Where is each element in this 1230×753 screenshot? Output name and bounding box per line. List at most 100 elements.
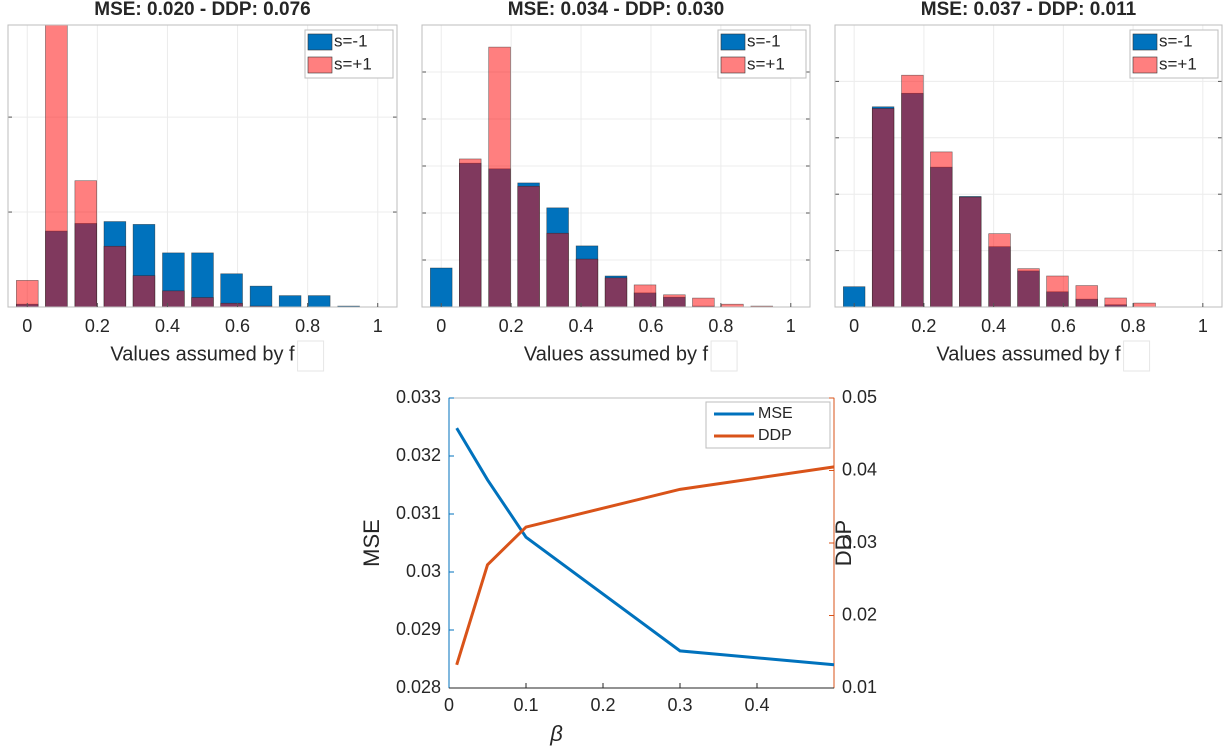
bar [1075, 285, 1098, 307]
y-tick-label: 0.028 [396, 677, 441, 697]
y2-tick-label: 0.05 [842, 387, 877, 407]
x-axis-label: Values assumed by f [524, 343, 709, 365]
bar [843, 286, 866, 307]
legend-label: s=-1 [747, 31, 781, 50]
x-tick-label: 0.8 [708, 316, 733, 336]
y2-tick-label: 0.01 [842, 677, 877, 697]
x-tick-label: 0.8 [295, 316, 320, 336]
chart-title: MSE: 0.034 - DDP: 0.030 [508, 0, 724, 20]
x-tick-label: 0.6 [1051, 316, 1076, 336]
y2-axis-label: DDP [831, 520, 856, 566]
legend-label: DDP [758, 427, 792, 444]
legend-label: s=-1 [1159, 31, 1193, 50]
bar [633, 284, 657, 307]
x-tick-label: 0.2 [499, 316, 524, 336]
x-tick-label: 0.4 [981, 316, 1006, 336]
y-tick-label: 0.031 [396, 503, 441, 523]
bar [517, 185, 540, 307]
x-tick-label: 0 [849, 316, 859, 336]
legend-label: s=+1 [1159, 54, 1197, 73]
legend-label: MSE [758, 405, 793, 422]
bar [959, 196, 982, 307]
bar [103, 245, 127, 307]
bar [692, 297, 715, 307]
x-tick-label: 0.2 [911, 316, 936, 336]
x-axis-label: β [549, 721, 563, 746]
bar [16, 280, 39, 307]
x-tick-label: 0 [22, 316, 32, 336]
label-box [1123, 340, 1151, 372]
x-tick-label: 0.4 [155, 316, 180, 336]
legend-label: s=+1 [747, 54, 785, 73]
x-tick-label: 0.2 [85, 316, 110, 336]
bar [663, 294, 686, 307]
x-tick-label: 1 [373, 316, 383, 336]
bar [575, 258, 599, 307]
legend-swatch [720, 33, 746, 51]
bars [430, 46, 773, 307]
bar [162, 290, 185, 307]
bar [1104, 297, 1127, 307]
bar [1133, 302, 1156, 307]
bar [132, 275, 156, 307]
bar [1017, 268, 1040, 307]
legend-swatch [720, 56, 746, 74]
y-tick-label: 0.029 [396, 619, 441, 639]
legend-swatch [1132, 33, 1158, 51]
y2-tick-label: 0.03 [842, 532, 877, 552]
label-box [710, 340, 738, 372]
axes-box [421, 24, 811, 308]
legend-swatch [1132, 56, 1158, 74]
line [455, 465, 835, 666]
x-tick-label: 0.8 [1121, 316, 1146, 336]
x-tick-label: 0.6 [225, 316, 250, 336]
axes-box [834, 24, 1223, 308]
x-tick-label: 0.3 [667, 695, 692, 715]
legend-label: s=-1 [334, 31, 368, 50]
bar [249, 285, 273, 307]
x-axis-label: Values assumed by f [936, 343, 1121, 365]
x-tick-label: 0 [444, 695, 454, 715]
y-axis-label: MSE [359, 519, 384, 567]
x-axis-label: Values assumed by f [110, 343, 295, 365]
x-tick-label: 0.4 [744, 695, 769, 715]
legend-swatch [307, 33, 333, 51]
legend [705, 401, 831, 449]
bar [191, 297, 214, 307]
x-tick-label: 0.6 [638, 316, 663, 336]
y-tick-label: 0.032 [396, 445, 441, 465]
bar [278, 295, 302, 307]
legend-label: s=+1 [334, 54, 372, 73]
x-tick-label: 0.1 [513, 695, 538, 715]
bar [1046, 275, 1069, 307]
bar [546, 232, 569, 307]
bar [988, 233, 1011, 307]
y-tick-label: 0.033 [396, 387, 441, 407]
bar [220, 302, 243, 307]
y2-tick-label: 0.04 [842, 459, 877, 479]
bar [74, 180, 98, 307]
x-tick-label: 0.4 [569, 316, 594, 336]
bar [220, 273, 243, 307]
x-tick-label: 0.2 [590, 695, 615, 715]
bar [45, 25, 68, 307]
axes-box [7, 24, 398, 308]
bar [901, 74, 924, 307]
x-tick-label: 0 [436, 316, 446, 336]
bars [843, 74, 1156, 307]
x-tick-label: 1 [1198, 316, 1208, 336]
chart-title: MSE: 0.037 - DDP: 0.011 [921, 0, 1137, 20]
y-tick-label: 0.03 [406, 561, 441, 581]
label-box [297, 340, 325, 372]
bar [488, 46, 511, 307]
bar [307, 295, 331, 307]
bar [930, 151, 953, 307]
y2-tick-label: 0.02 [842, 604, 877, 624]
bar [459, 158, 482, 307]
chart-title: MSE: 0.020 - DDP: 0.076 [94, 0, 310, 20]
bar [871, 108, 895, 307]
line [455, 427, 835, 667]
bar [604, 277, 628, 307]
x-tick-label: 1 [786, 316, 796, 336]
